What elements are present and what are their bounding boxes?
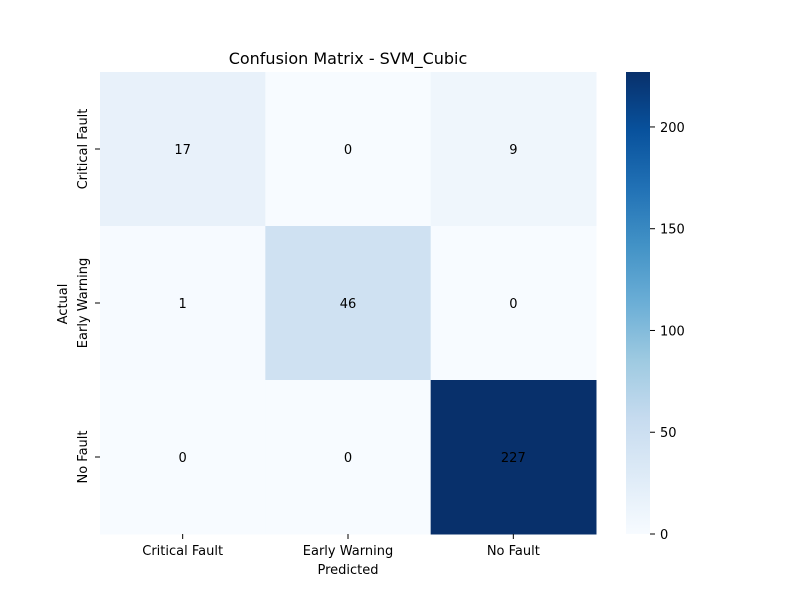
x-tick-label: No Fault [487,544,540,559]
y-tick-label: Early Warning [76,258,91,348]
colorbar-tick-label: 100 [660,324,685,339]
heatmap-cell [100,72,266,227]
cell-value-label: 227 [501,451,526,466]
cell-value-label: 0 [179,451,187,466]
colorbar [626,72,650,534]
x-tick-label: Early Warning [303,544,393,559]
heatmap-cells [100,72,597,535]
colorbar-tick-label: 150 [660,223,685,238]
cell-value-label: 0 [509,297,517,312]
cell-value-label: 46 [340,297,357,312]
heatmap-cell [100,226,266,381]
y-tick-label: Critical Fault [76,109,91,190]
cell-value-label: 1 [179,297,187,312]
heatmap-cell [265,226,432,381]
heatmap-cell [430,380,597,535]
y-axis-ticks: Critical Fault Early Warning No Fault [76,109,100,484]
cell-value-label: 0 [344,451,352,466]
colorbar-ticks: 0 50 100 150 200 [650,121,685,543]
heatmap-cell [100,380,266,535]
cell-value-label: 0 [344,143,352,158]
chart-title: Confusion Matrix - SVM_Cubic [229,49,468,69]
heatmap-cell-labels: 17 0 9 1 46 0 0 0 227 [174,143,525,466]
heatmap-cell [430,72,597,227]
y-tick-label: No Fault [76,430,91,483]
x-axis-ticks: Critical Fault Early Warning No Fault [142,534,540,559]
colorbar-tick-label: 200 [660,121,685,136]
y-axis-label: Actual [56,284,71,325]
colorbar-tick-label: 50 [660,426,677,441]
heatmap-cell [265,72,432,227]
x-axis-label: Predicted [317,563,378,578]
heatmap-cell [430,226,597,381]
cell-value-label: 9 [509,143,517,158]
cell-value-label: 17 [174,143,191,158]
heatmap-cell [265,380,432,535]
x-tick-label: Critical Fault [142,544,223,559]
colorbar-tick-label: 0 [660,528,668,543]
